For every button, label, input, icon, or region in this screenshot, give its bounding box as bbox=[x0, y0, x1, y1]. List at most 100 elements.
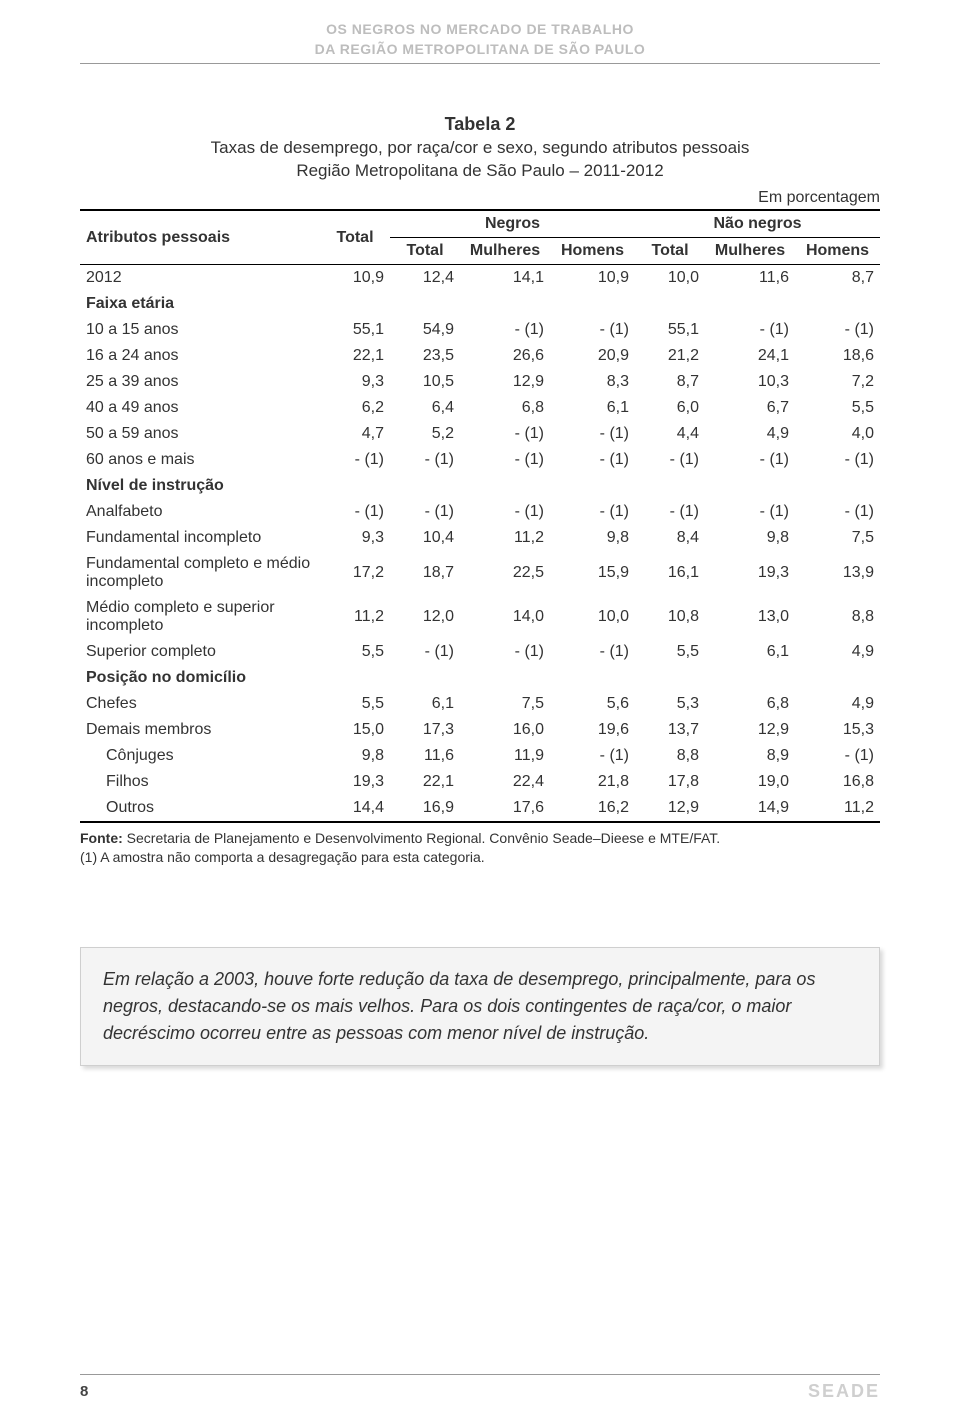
cell: 11,6 bbox=[390, 743, 460, 769]
cell: 5,3 bbox=[635, 691, 705, 717]
row-label: 10 a 15 anos bbox=[80, 317, 320, 343]
cell: 7,5 bbox=[795, 525, 880, 551]
cell: - (1) bbox=[550, 447, 635, 473]
row-label: Nível de instrução bbox=[80, 473, 320, 499]
cell: 16,8 bbox=[795, 769, 880, 795]
row-label: Filhos bbox=[80, 769, 320, 795]
cell: 12,9 bbox=[705, 717, 795, 743]
cell: - (1) bbox=[460, 317, 550, 343]
cell: 9,3 bbox=[320, 369, 390, 395]
cell: 8,8 bbox=[635, 743, 705, 769]
footnote-bold: Fonte: bbox=[80, 830, 123, 846]
cell: - (1) bbox=[550, 499, 635, 525]
cell bbox=[550, 665, 635, 691]
cell: 55,1 bbox=[320, 317, 390, 343]
document-header: OS NEGROS NO MERCADO DE TRABALHO DA REGI… bbox=[80, 20, 880, 64]
col-rowlabel: Atributos pessoais bbox=[80, 210, 320, 265]
cell: 6,4 bbox=[390, 395, 460, 421]
row-label: 25 a 39 anos bbox=[80, 369, 320, 395]
cell: 5,5 bbox=[320, 691, 390, 717]
cell: - (1) bbox=[795, 499, 880, 525]
col-group-negros: Negros bbox=[390, 210, 635, 238]
table-row: Analfabeto- (1)- (1)- (1)- (1)- (1)- (1)… bbox=[80, 499, 880, 525]
cell: 11,9 bbox=[460, 743, 550, 769]
cell: 19,3 bbox=[705, 551, 795, 595]
cell: 15,9 bbox=[550, 551, 635, 595]
cell: 10,0 bbox=[550, 595, 635, 639]
cell: 17,6 bbox=[460, 795, 550, 822]
cell bbox=[705, 473, 795, 499]
cell: - (1) bbox=[390, 447, 460, 473]
table-row: 50 a 59 anos4,75,2- (1)- (1)4,44,94,0 bbox=[80, 421, 880, 447]
cell: 9,8 bbox=[705, 525, 795, 551]
col-naonegros-mulheres: Mulheres bbox=[705, 238, 795, 265]
cell: - (1) bbox=[705, 447, 795, 473]
cell: 9,8 bbox=[550, 525, 635, 551]
cell: 22,1 bbox=[390, 769, 460, 795]
row-label: Fundamental completo e médio incompleto bbox=[80, 551, 320, 595]
cell: 12,9 bbox=[635, 795, 705, 822]
cell: - (1) bbox=[320, 499, 390, 525]
cell bbox=[795, 665, 880, 691]
cell bbox=[795, 291, 880, 317]
cell: 8,4 bbox=[635, 525, 705, 551]
cell bbox=[460, 665, 550, 691]
cell: 17,2 bbox=[320, 551, 390, 595]
col-negros-total: Total bbox=[390, 238, 460, 265]
cell bbox=[390, 473, 460, 499]
cell: 4,9 bbox=[795, 691, 880, 717]
row-label: Analfabeto bbox=[80, 499, 320, 525]
cell: - (1) bbox=[320, 447, 390, 473]
cell: - (1) bbox=[390, 639, 460, 665]
footnote-text2: (1) A amostra não comporta a desagregaçã… bbox=[80, 849, 485, 865]
table-row: Nível de instrução bbox=[80, 473, 880, 499]
cell: 22,5 bbox=[460, 551, 550, 595]
cell: - (1) bbox=[795, 317, 880, 343]
row-label: Fundamental incompleto bbox=[80, 525, 320, 551]
cell: - (1) bbox=[795, 447, 880, 473]
cell: 24,1 bbox=[705, 343, 795, 369]
col-total: Total bbox=[320, 210, 390, 265]
col-naonegros-homens: Homens bbox=[795, 238, 880, 265]
table-footnote: Fonte: Secretaria de Planejamento e Dese… bbox=[80, 829, 880, 867]
row-label: 60 anos e mais bbox=[80, 447, 320, 473]
row-label: Demais membros bbox=[80, 717, 320, 743]
cell: 4,9 bbox=[795, 639, 880, 665]
col-negros-mulheres: Mulheres bbox=[460, 238, 550, 265]
cell: 18,7 bbox=[390, 551, 460, 595]
cell: 10,0 bbox=[635, 265, 705, 292]
cell: 5,6 bbox=[550, 691, 635, 717]
cell: 6,2 bbox=[320, 395, 390, 421]
cell bbox=[705, 291, 795, 317]
cell: 15,0 bbox=[320, 717, 390, 743]
footnote-text1: Secretaria de Planejamento e Desenvolvim… bbox=[123, 830, 720, 846]
table-row: Chefes5,56,17,55,65,36,84,9 bbox=[80, 691, 880, 717]
cell: 21,8 bbox=[550, 769, 635, 795]
cell: 16,2 bbox=[550, 795, 635, 822]
cell: - (1) bbox=[460, 639, 550, 665]
page: OS NEGROS NO MERCADO DE TRABALHO DA REGI… bbox=[0, 0, 960, 1426]
cell: 12,9 bbox=[460, 369, 550, 395]
cell: - (1) bbox=[705, 499, 795, 525]
cell bbox=[550, 291, 635, 317]
table-row: 10 a 15 anos55,154,9- (1)- (1)55,1- (1)-… bbox=[80, 317, 880, 343]
cell: 10,8 bbox=[635, 595, 705, 639]
cell: 19,0 bbox=[705, 769, 795, 795]
cell: 10,9 bbox=[550, 265, 635, 292]
cell: 12,0 bbox=[390, 595, 460, 639]
footer-brand: SEADE bbox=[808, 1381, 880, 1402]
cell bbox=[635, 291, 705, 317]
cell: 14,1 bbox=[460, 265, 550, 292]
cell: - (1) bbox=[460, 421, 550, 447]
cell: 16,9 bbox=[390, 795, 460, 822]
cell: 5,5 bbox=[635, 639, 705, 665]
cell bbox=[460, 473, 550, 499]
table-row: Posição no domicílio bbox=[80, 665, 880, 691]
cell: 4,9 bbox=[705, 421, 795, 447]
cell: 4,7 bbox=[320, 421, 390, 447]
cell: 5,5 bbox=[320, 639, 390, 665]
cell: 9,8 bbox=[320, 743, 390, 769]
table-row: Outros14,416,917,616,212,914,911,2 bbox=[80, 795, 880, 822]
cell bbox=[320, 665, 390, 691]
cell: 10,9 bbox=[320, 265, 390, 292]
